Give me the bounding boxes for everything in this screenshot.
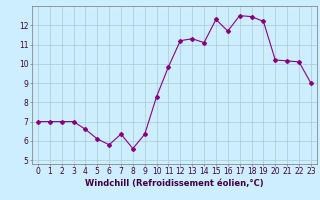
X-axis label: Windchill (Refroidissement éolien,°C): Windchill (Refroidissement éolien,°C) (85, 179, 264, 188)
